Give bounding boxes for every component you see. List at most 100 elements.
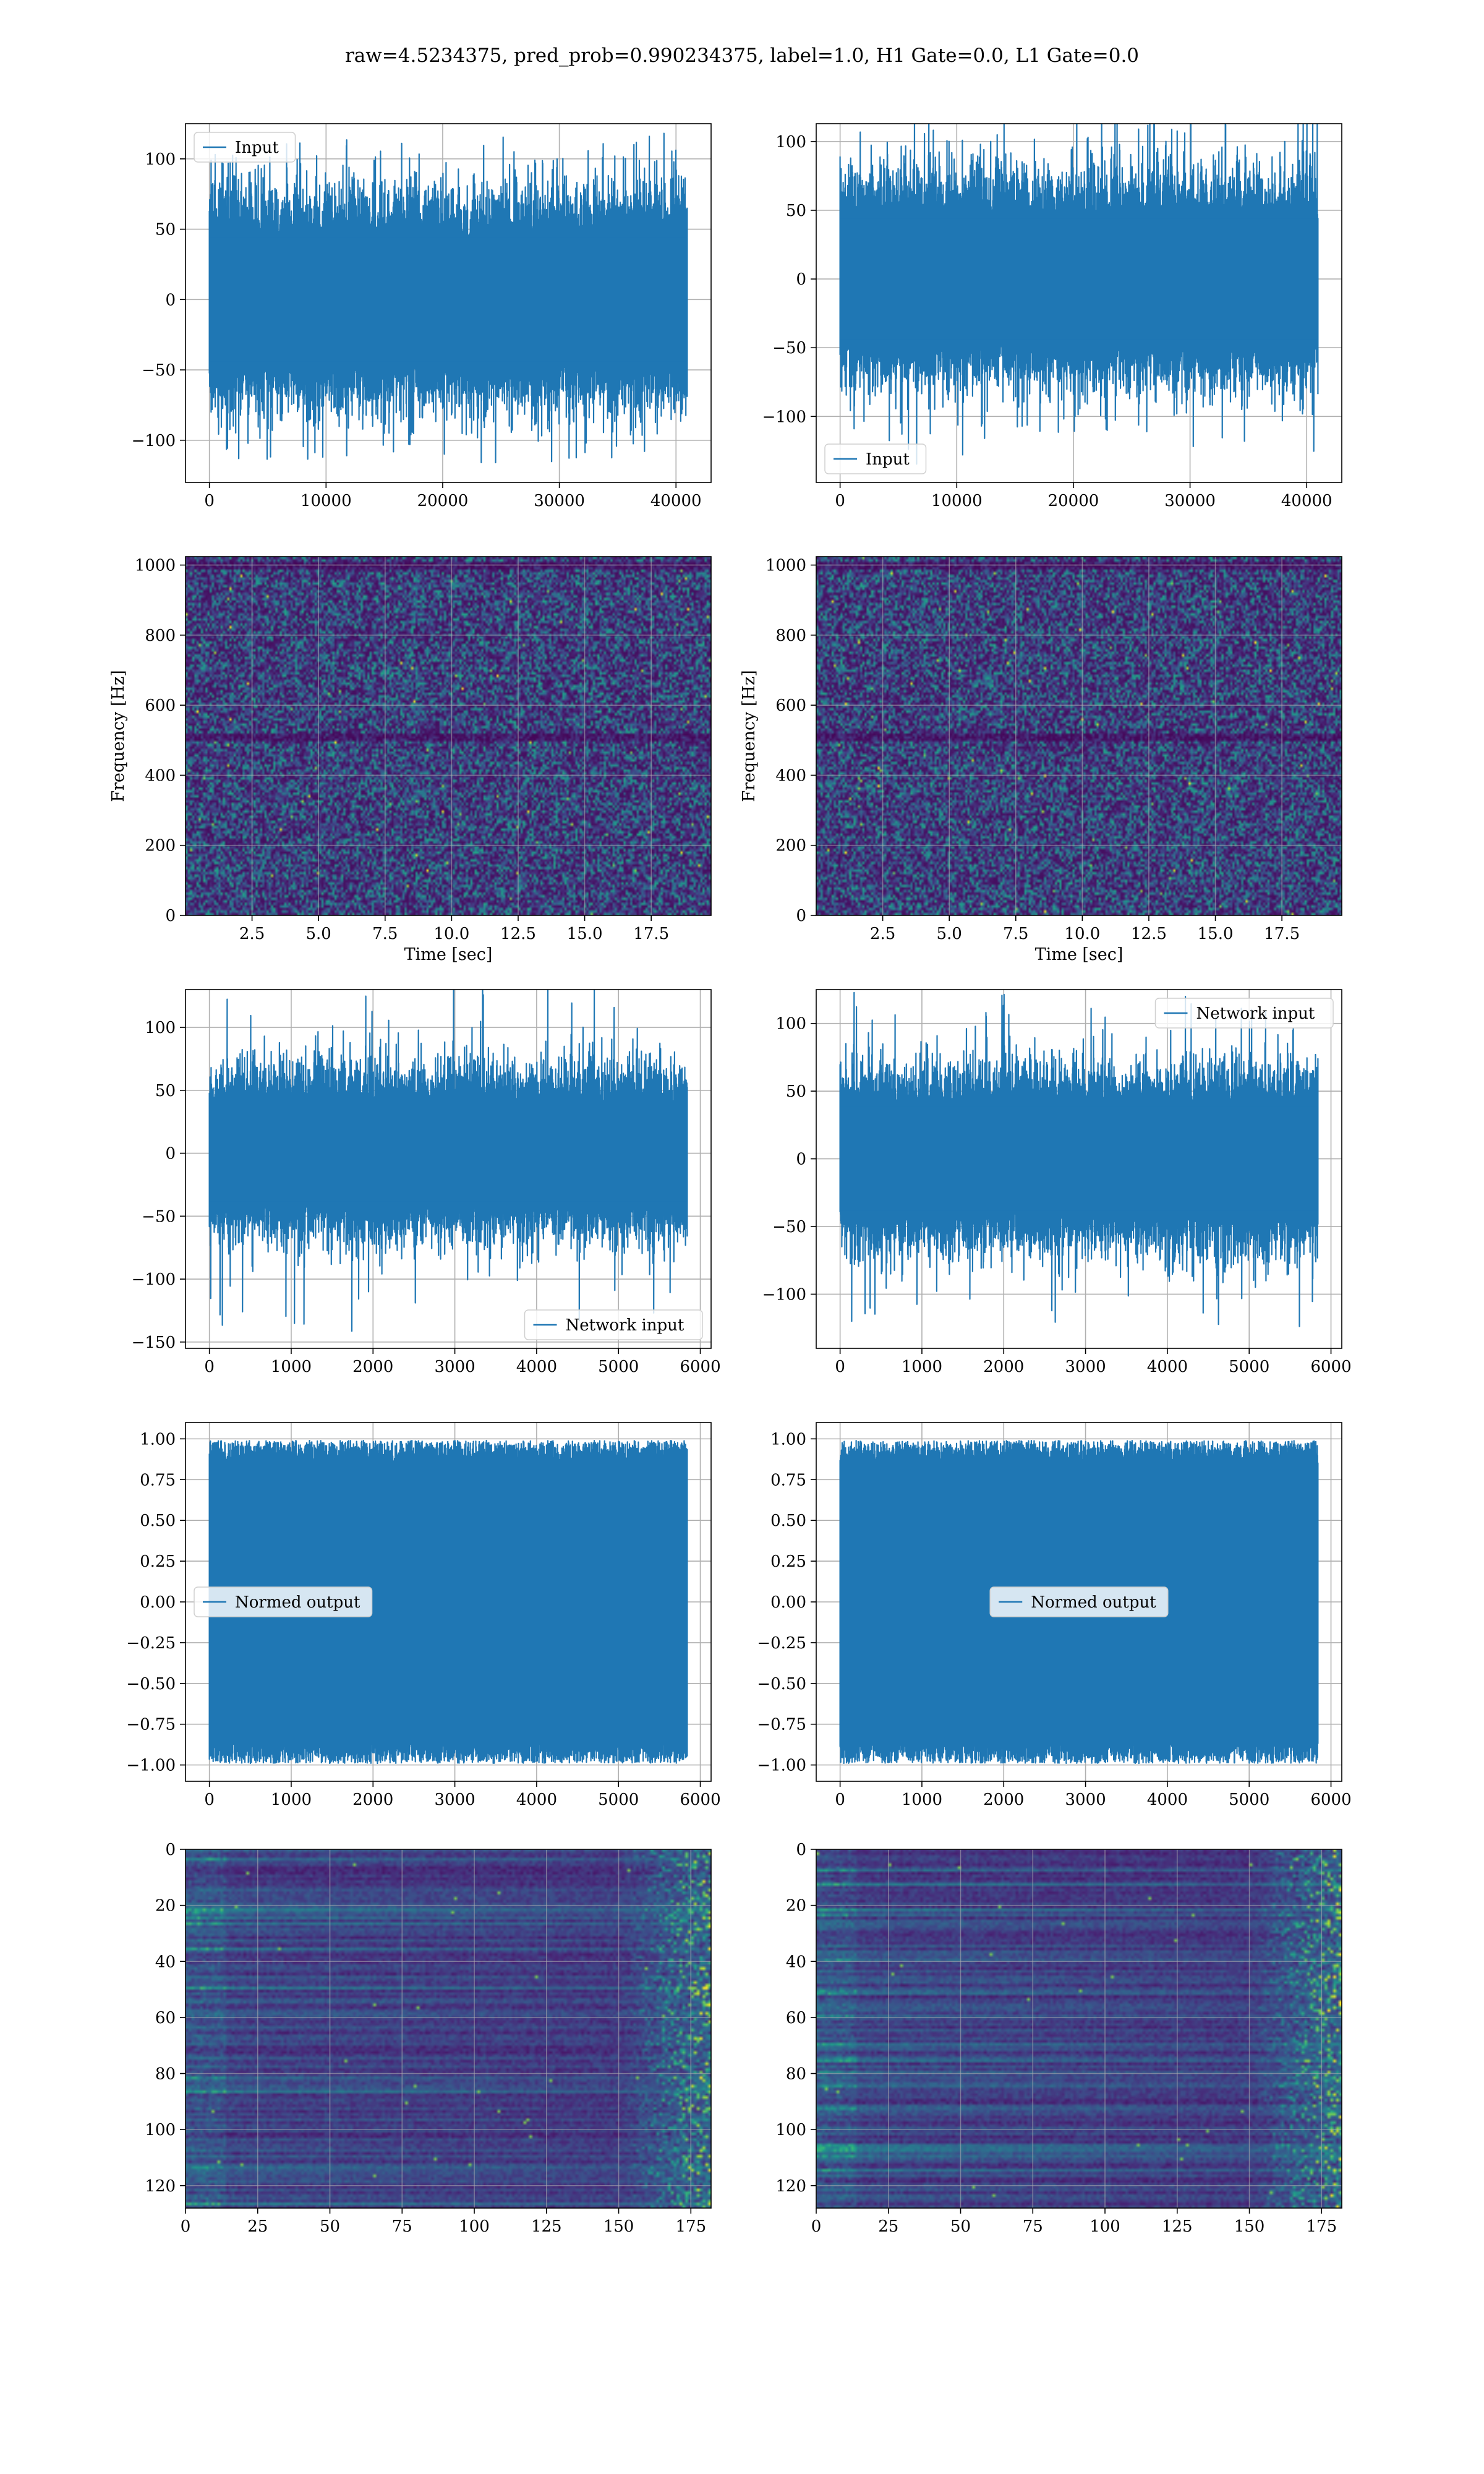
x-tick-label: 100 bbox=[459, 2217, 490, 2236]
chart-normed-output-h1: 0 1000 2000 3000 4000 5000 6000 −1.00 −0.75 −0.50… bbox=[126, 1422, 721, 1809]
chart-normed-output-l1: 0 1000 2000 3000 4000 5000 6000 −1.00 −0.75 −0.50… bbox=[757, 1422, 1352, 1809]
y-tick-label: 100 bbox=[145, 2121, 176, 2139]
plot-area bbox=[186, 1423, 711, 1781]
series-core bbox=[840, 218, 1318, 340]
y-tick-label: 50 bbox=[155, 1082, 176, 1100]
plot-area bbox=[816, 1849, 1342, 2208]
plot-area bbox=[186, 990, 711, 1348]
x-tick-label: 10.0 bbox=[433, 925, 469, 943]
chart-spectrogram-l1: 2.5 5.0 7.5 10.0 12.5 15.0 17.5 0 200 400 600 800 10… bbox=[740, 556, 1342, 964]
y-tick-label: −50 bbox=[772, 1218, 806, 1236]
x-axis-label: Time [sec] bbox=[404, 945, 493, 964]
x-tick-label: 2.5 bbox=[239, 925, 265, 943]
y-tick-label: 0.50 bbox=[140, 1512, 176, 1530]
x-tick-label: 1000 bbox=[271, 1791, 312, 1809]
x-tick-label: 15.0 bbox=[567, 925, 603, 943]
y-tick-label: 120 bbox=[145, 2177, 176, 2196]
x-tick-label: 0 bbox=[204, 1358, 215, 1376]
x-tick-label: 175 bbox=[675, 2217, 706, 2236]
legend-box bbox=[524, 1309, 703, 1340]
axes-frame bbox=[816, 1849, 1342, 2209]
y-tick-label: 0 bbox=[165, 907, 176, 925]
y-tick-label: −0.25 bbox=[757, 1634, 806, 1653]
y-tick-label: 50 bbox=[786, 1082, 806, 1101]
x-tick-label: 0 bbox=[204, 1791, 215, 1809]
axes-frame bbox=[816, 989, 1342, 1349]
x-tick-label: 2.5 bbox=[870, 925, 895, 943]
y-tick-label: −100 bbox=[762, 1285, 806, 1304]
chart-spectrogram-h1: 2.5 5.0 7.5 10.0 12.5 15.0 17.5 0 200 400 600 800 10… bbox=[109, 556, 712, 964]
legend-box bbox=[1154, 998, 1334, 1029]
y-tick-label: −100 bbox=[132, 1270, 176, 1289]
y-tick-label: 200 bbox=[775, 837, 806, 855]
y-tick-label: 0 bbox=[165, 291, 176, 309]
figure-suptitle: raw=4.5234375, pred_prob=0.990234375, la… bbox=[345, 45, 1139, 67]
x-tick-label: 17.5 bbox=[1264, 925, 1300, 943]
y-tick-label: 100 bbox=[145, 1019, 176, 1037]
legend-label: Network input bbox=[566, 1316, 684, 1335]
y-tick-label: 1.00 bbox=[140, 1430, 176, 1449]
x-tick-label: 20000 bbox=[417, 492, 469, 510]
plot-area bbox=[186, 1849, 711, 2208]
x-tick-label: 0 bbox=[204, 492, 215, 510]
y-tick-label: 80 bbox=[786, 2065, 806, 2084]
chart-input-l1: 0 10000 20000 30000 40000 −100 −50 0 50 100 Input bbox=[762, 123, 1342, 510]
y-tick-label: −0.75 bbox=[126, 1716, 176, 1734]
series-core bbox=[209, 1105, 688, 1202]
x-tick-label: 0 bbox=[835, 1358, 845, 1376]
x-tick-label: 4000 bbox=[1147, 1791, 1188, 1809]
heatmap-image bbox=[816, 1849, 1342, 2208]
y-tick-label: −50 bbox=[772, 339, 806, 357]
y-tick-label: 800 bbox=[145, 627, 176, 645]
y-tick-label: 0 bbox=[796, 907, 806, 925]
x-tick-label: 3000 bbox=[434, 1358, 475, 1376]
x-tick-label: 20000 bbox=[1048, 492, 1099, 510]
x-tick-label: 75 bbox=[392, 2217, 412, 2236]
y-tick-label: −100 bbox=[762, 408, 806, 426]
y-tick-label: 0.25 bbox=[140, 1552, 176, 1571]
legend-label: Input bbox=[235, 139, 279, 157]
y-tick-label: 200 bbox=[145, 837, 176, 855]
y-tick-label: 0 bbox=[796, 1150, 806, 1169]
x-tick-label: 30000 bbox=[534, 492, 585, 510]
x-tick-label: 1000 bbox=[271, 1358, 312, 1376]
heatmap-image bbox=[186, 1849, 711, 2208]
y-tick-label: 1000 bbox=[765, 557, 806, 575]
x-tick-label: 25 bbox=[878, 2217, 898, 2236]
y-tick-label: −1.00 bbox=[126, 1757, 176, 1775]
y-tick-label: 0.50 bbox=[770, 1512, 806, 1530]
y-tick-label: −150 bbox=[132, 1333, 176, 1352]
x-tick-label: 10000 bbox=[931, 492, 983, 510]
x-tick-label: 2000 bbox=[352, 1791, 393, 1809]
x-tick-label: 125 bbox=[1162, 2217, 1193, 2236]
y-tick-label: 50 bbox=[155, 221, 176, 239]
y-tick-label: 40 bbox=[786, 1953, 806, 1971]
y-tick-label: −100 bbox=[132, 432, 176, 450]
x-tick-label: 50 bbox=[950, 2217, 971, 2236]
x-tick-label: 7.5 bbox=[1003, 925, 1028, 943]
y-tick-label: 20 bbox=[786, 1897, 806, 1915]
x-tick-label: 6000 bbox=[1310, 1791, 1351, 1809]
x-tick-label: 25 bbox=[247, 2217, 268, 2236]
y-tick-label: 80 bbox=[155, 2065, 176, 2084]
x-tick-label: 6000 bbox=[680, 1358, 720, 1376]
axes-frame bbox=[185, 989, 712, 1349]
y-tick-label: 120 bbox=[775, 2177, 806, 2196]
x-tick-label: 6000 bbox=[680, 1791, 720, 1809]
y-tick-label: 400 bbox=[775, 766, 806, 785]
heatmap-image bbox=[186, 557, 711, 915]
y-tick-label: 0 bbox=[796, 270, 806, 289]
y-tick-label: −0.25 bbox=[126, 1634, 176, 1653]
plot-area bbox=[186, 557, 711, 915]
x-tick-label: 10000 bbox=[301, 492, 352, 510]
y-tick-label: 0.00 bbox=[140, 1593, 176, 1612]
heatmap-image bbox=[816, 557, 1342, 915]
y-tick-label: 100 bbox=[775, 2121, 806, 2139]
x-tick-label: 100 bbox=[1090, 2217, 1120, 2236]
x-tick-label: 15.0 bbox=[1198, 925, 1234, 943]
x-tick-label: 10.0 bbox=[1064, 925, 1100, 943]
x-tick-label: 0 bbox=[835, 492, 845, 510]
y-tick-label: 20 bbox=[155, 1897, 176, 1915]
plot-area bbox=[816, 124, 1342, 482]
